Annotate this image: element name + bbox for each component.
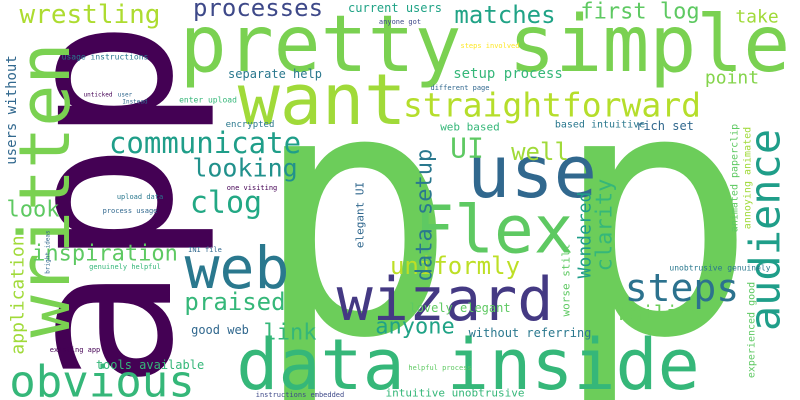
word: link [264,321,317,346]
word: animated paperclip [730,124,741,232]
word: p [253,17,458,400]
word: steps involved [460,42,519,50]
word: based intuitive [555,120,645,131]
word: looking [192,154,297,183]
word: anyone [375,315,454,340]
word: current users [348,1,442,15]
word: audience [741,129,790,331]
word: one visiting [227,184,278,192]
word: anyone got [379,18,421,26]
word: experienced good [747,282,758,378]
word: praised [184,288,285,316]
word: point [705,68,759,89]
word: uniformly [390,252,520,280]
word: enter upload [179,96,237,105]
word: different page [430,84,489,92]
word: take [735,7,778,28]
word: unticked [84,92,113,99]
word: elegant UI [354,182,367,248]
word: matches [454,1,555,29]
word: clog [190,186,262,221]
word: p [553,17,758,400]
word: application [8,235,29,354]
word: pretty simple [180,0,790,90]
word: web based [440,121,500,134]
word: worse still [560,244,573,317]
word: Failing [618,301,702,325]
word: encrypted [226,120,275,130]
word: obvious [9,357,194,400]
word: inspiration [32,242,178,267]
word: setup process [453,66,563,82]
word: INI file [188,246,222,254]
word: helpful process [408,364,471,372]
word: want [238,59,407,141]
word: instructions embedded [256,391,345,399]
word: existing app [50,346,101,354]
word: Wondered [575,192,596,279]
word: upload data [117,193,163,201]
word: use [467,130,597,214]
word: good web [191,323,249,337]
word: unobtrusive genuinely [669,264,770,273]
word: intuitive unobtrusive [385,387,524,400]
word: wizard [337,265,554,335]
word: app [0,20,219,390]
word: first log [580,0,699,25]
word: tools available [96,358,204,372]
word: communicate [109,126,301,160]
word: usage instructions [62,53,149,62]
word: bright ideas [45,230,52,274]
word: genuinely helpful [89,263,161,271]
word: annoying animated [743,127,754,229]
word: processes [193,0,323,22]
word: well [511,138,569,166]
word: UI [450,132,484,165]
word: rich set [636,119,694,133]
word: users without [4,55,20,165]
word: clarity [593,179,618,272]
word: web [185,234,290,302]
word: Flex [415,192,574,269]
word: look [7,198,60,223]
word: separate help [228,67,322,81]
word: without referring [469,326,592,340]
word: wrestling [20,0,161,30]
word: steps [625,266,739,310]
word: straightforward [403,86,701,125]
word: user [118,92,133,99]
word: lovely elegant [409,301,510,315]
word: Instead [122,99,148,106]
word: written [4,42,86,337]
word: process usage [103,207,158,215]
word: data setup [413,149,438,281]
word: data inside [236,324,700,400]
